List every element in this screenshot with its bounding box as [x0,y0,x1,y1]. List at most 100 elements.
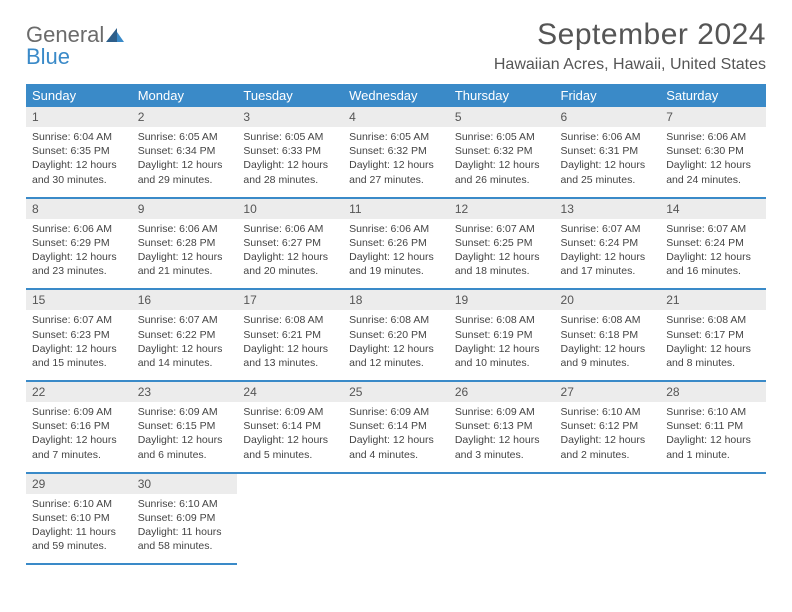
calendar-day-cell: 15 Sunrise: 6:07 AMSunset: 6:23 PMDayligh… [26,289,132,381]
calendar-day-cell: 4Sunrise: 6:05 AMSunset: 6:32 PMDaylight… [343,107,449,198]
sunset-text: Sunset: 6:10 PM [32,511,126,525]
weekday-header: Saturday [660,84,766,107]
sunrise-text: Sunrise: 6:06 AM [138,222,232,236]
title-block: September 2024 Hawaiian Acres, Hawaii, U… [494,18,766,74]
day-content: Sunrise: 6:04 AMSunset: 6:35 PMDaylight:… [26,127,132,197]
day-number: 18 [343,290,449,310]
sunset-text: Sunset: 6:09 PM [138,511,232,525]
day-content: Sunrise: 6:07 AMSunset: 6:24 PMDaylight:… [660,219,766,289]
calendar-day-cell: 3Sunrise: 6:05 AMSunset: 6:33 PMDaylight… [237,107,343,198]
sunrise-text: Sunrise: 6:07 AM [138,313,232,327]
sunrise-text: Sunrise: 6:05 AM [138,130,232,144]
sunrise-text: Sunrise: 6:06 AM [243,222,337,236]
day-number: 30 [132,474,238,494]
day-number: 14 [660,199,766,219]
day-number: 21 [660,290,766,310]
sunrise-text: Sunrise: 6:07 AM [561,222,655,236]
logo-sail-icon [106,24,124,46]
calendar-day-cell: 7Sunrise: 6:06 AMSunset: 6:30 PMDaylight… [660,107,766,198]
day-content: Sunrise: 6:06 AMSunset: 6:31 PMDaylight:… [555,127,661,197]
day-number: 17 [237,290,343,310]
calendar-day-cell: 6Sunrise: 6:06 AMSunset: 6:31 PMDaylight… [555,107,661,198]
calendar-day-cell: 10Sunrise: 6:06 AMSunset: 6:27 PMDayligh… [237,198,343,290]
location-text: Hawaiian Acres, Hawaii, United States [494,56,766,74]
weekday-header: Friday [555,84,661,107]
daylight-text: Daylight: 12 hours and 15 minutes. [32,342,126,370]
calendar-week-row: 22Sunrise: 6:09 AMSunset: 6:16 PMDayligh… [26,381,766,473]
daylight-text: Daylight: 12 hours and 1 minute. [666,433,760,461]
daylight-text: Daylight: 12 hours and 25 minutes. [561,158,655,186]
day-content: Sunrise: 6:05 AMSunset: 6:32 PMDaylight:… [449,127,555,197]
calendar-day-cell: 29Sunrise: 6:10 AMSunset: 6:10 PMDayligh… [26,473,132,565]
sunrise-text: Sunrise: 6:08 AM [455,313,549,327]
daylight-text: Daylight: 12 hours and 30 minutes. [32,158,126,186]
logo: General Blue [26,18,124,68]
day-content: Sunrise: 6:09 AMSunset: 6:16 PMDaylight:… [26,402,132,472]
day-content: Sunrise: 6:06 AMSunset: 6:27 PMDaylight:… [237,219,343,289]
day-number: 19 [449,290,555,310]
sunset-text: Sunset: 6:21 PM [243,328,337,342]
day-content: Sunrise: 6:08 AMSunset: 6:18 PMDaylight:… [555,310,661,380]
sunrise-text: Sunrise: 6:09 AM [138,405,232,419]
logo-text: General Blue [26,24,124,68]
sunset-text: Sunset: 6:24 PM [666,236,760,250]
daylight-text: Daylight: 12 hours and 10 minutes. [455,342,549,370]
calendar-day-cell: 26Sunrise: 6:09 AMSunset: 6:13 PMDayligh… [449,381,555,473]
sunset-text: Sunset: 6:17 PM [666,328,760,342]
sunrise-text: Sunrise: 6:06 AM [666,130,760,144]
weekday-header: Sunday [26,84,132,107]
day-number: 3 [237,107,343,127]
calendar-day-cell: 21Sunrise: 6:08 AMSunset: 6:17 PMDayligh… [660,289,766,381]
calendar-day-cell: 30Sunrise: 6:10 AMSunset: 6:09 PMDayligh… [132,473,238,565]
sunset-text: Sunset: 6:16 PM [32,419,126,433]
calendar-day-cell: 27Sunrise: 6:10 AMSunset: 6:12 PMDayligh… [555,381,661,473]
daylight-text: Daylight: 11 hours and 59 minutes. [32,525,126,553]
sunrise-text: Sunrise: 6:09 AM [32,405,126,419]
sunset-text: Sunset: 6:24 PM [561,236,655,250]
sunrise-text: Sunrise: 6:10 AM [561,405,655,419]
daylight-text: Daylight: 12 hours and 13 minutes. [243,342,337,370]
sunset-text: Sunset: 6:13 PM [455,419,549,433]
day-number: 26 [449,382,555,402]
daylight-text: Daylight: 12 hours and 17 minutes. [561,250,655,278]
day-number: 11 [343,199,449,219]
calendar-day-cell: 18Sunrise: 6:08 AMSunset: 6:20 PMDayligh… [343,289,449,381]
sunset-text: Sunset: 6:23 PM [32,328,126,342]
weekday-header: Monday [132,84,238,107]
sunrise-text: Sunrise: 6:05 AM [243,130,337,144]
day-content: Sunrise: 6:10 AMSunset: 6:10 PMDaylight:… [26,494,132,564]
calendar-day-cell: 5Sunrise: 6:05 AMSunset: 6:32 PMDaylight… [449,107,555,198]
sunrise-text: Sunrise: 6:04 AM [32,130,126,144]
calendar-week-row: 8Sunrise: 6:06 AMSunset: 6:29 PMDaylight… [26,198,766,290]
day-content: Sunrise: 6:07 AMSunset: 6:25 PMDaylight:… [449,219,555,289]
day-content: Sunrise: 6:08 AMSunset: 6:21 PMDaylight:… [237,310,343,380]
daylight-text: Daylight: 12 hours and 16 minutes. [666,250,760,278]
sunrise-text: Sunrise: 6:09 AM [243,405,337,419]
day-content: Sunrise: 6:08 AMSunset: 6:20 PMDaylight:… [343,310,449,380]
sunrise-text: Sunrise: 6:09 AM [455,405,549,419]
sunset-text: Sunset: 6:34 PM [138,144,232,158]
sunset-text: Sunset: 6:29 PM [32,236,126,250]
calendar-day-cell: 28Sunrise: 6:10 AMSunset: 6:11 PMDayligh… [660,381,766,473]
calendar-table: SundayMondayTuesdayWednesdayThursdayFrid… [26,84,766,565]
sunrise-text: Sunrise: 6:07 AM [32,313,126,327]
day-number: 13 [555,199,661,219]
sunset-text: Sunset: 6:32 PM [349,144,443,158]
calendar-day-cell: . [237,473,343,565]
page-header: General Blue September 2024 Hawaiian Acr… [26,18,766,74]
sunset-text: Sunset: 6:15 PM [138,419,232,433]
daylight-text: Daylight: 12 hours and 14 minutes. [138,342,232,370]
day-content: Sunrise: 6:07 AMSunset: 6:22 PMDaylight:… [132,310,238,380]
sunrise-text: Sunrise: 6:09 AM [349,405,443,419]
day-number: 23 [132,382,238,402]
daylight-text: Daylight: 12 hours and 24 minutes. [666,158,760,186]
sunset-text: Sunset: 6:35 PM [32,144,126,158]
calendar-day-cell: 23Sunrise: 6:09 AMSunset: 6:15 PMDayligh… [132,381,238,473]
sunrise-text: Sunrise: 6:10 AM [666,405,760,419]
day-number: 15 [26,290,132,310]
calendar-day-cell: . [555,473,661,565]
day-number: 27 [555,382,661,402]
day-content: Sunrise: 6:06 AMSunset: 6:30 PMDaylight:… [660,127,766,197]
calendar-day-cell: 24Sunrise: 6:09 AMSunset: 6:14 PMDayligh… [237,381,343,473]
calendar-day-cell: 12Sunrise: 6:07 AMSunset: 6:25 PMDayligh… [449,198,555,290]
